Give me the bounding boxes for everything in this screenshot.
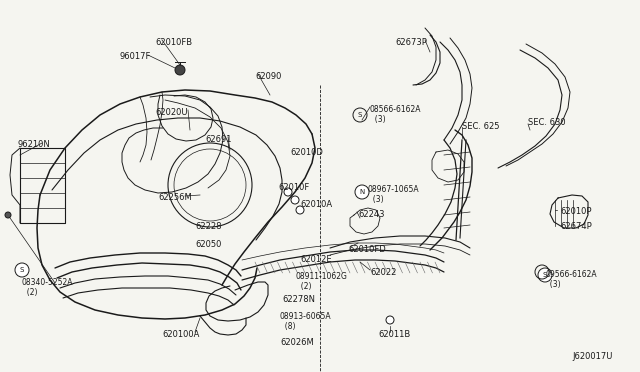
Text: 96017F: 96017F: [120, 52, 152, 61]
Circle shape: [15, 263, 29, 277]
Text: SEC. 625: SEC. 625: [462, 122, 499, 131]
Text: (3): (3): [368, 195, 383, 204]
Circle shape: [5, 212, 11, 218]
Text: (2): (2): [296, 282, 312, 291]
Text: 62026M: 62026M: [280, 338, 314, 347]
Text: 62010F: 62010F: [278, 183, 309, 192]
Circle shape: [296, 206, 304, 214]
Text: 62010P: 62010P: [560, 207, 591, 216]
Text: S: S: [20, 267, 24, 273]
Text: 62022: 62022: [370, 268, 396, 277]
Text: 08913-6065A: 08913-6065A: [280, 312, 332, 321]
Text: S: S: [543, 272, 547, 278]
Text: 62090: 62090: [255, 72, 282, 81]
Circle shape: [386, 316, 394, 324]
Text: 62011B: 62011B: [378, 330, 410, 339]
Text: 62010FB: 62010FB: [155, 38, 192, 47]
Circle shape: [284, 188, 292, 196]
Text: 62010FD: 62010FD: [348, 245, 386, 254]
Circle shape: [538, 268, 552, 282]
Text: 08340-5252A: 08340-5252A: [22, 278, 74, 287]
Text: 08911-1062G: 08911-1062G: [296, 272, 348, 281]
Text: 62673P: 62673P: [395, 38, 427, 47]
Circle shape: [291, 196, 299, 204]
Text: 62010D: 62010D: [290, 148, 323, 157]
Text: 96210N: 96210N: [18, 140, 51, 149]
Circle shape: [355, 185, 369, 199]
Text: 08566-6162A: 08566-6162A: [370, 105, 422, 114]
Text: (2): (2): [22, 288, 38, 297]
Text: 08967-1065A: 08967-1065A: [368, 185, 420, 194]
Bar: [20, 148, 65, 223]
Text: SEC. 630: SEC. 630: [528, 118, 566, 127]
Text: 620100A: 620100A: [162, 330, 200, 339]
Text: 62256M: 62256M: [158, 193, 192, 202]
Text: 62243: 62243: [358, 210, 385, 219]
Text: (8): (8): [280, 322, 296, 331]
Text: (3): (3): [545, 280, 561, 289]
Text: 62020U: 62020U: [155, 108, 188, 117]
Text: N: N: [360, 189, 365, 195]
Text: S: S: [358, 112, 362, 118]
Text: 62691: 62691: [205, 135, 232, 144]
Text: (3): (3): [370, 115, 386, 124]
Text: 62012E: 62012E: [300, 255, 332, 264]
Text: 09566-6162A: 09566-6162A: [545, 270, 596, 279]
Text: 62228: 62228: [195, 222, 221, 231]
Text: 62278N: 62278N: [282, 295, 315, 304]
Circle shape: [175, 65, 185, 75]
Text: 62010A: 62010A: [300, 200, 332, 209]
Text: J620017U: J620017U: [572, 352, 612, 361]
Text: 62050: 62050: [195, 240, 221, 249]
Text: 62674P: 62674P: [560, 222, 592, 231]
